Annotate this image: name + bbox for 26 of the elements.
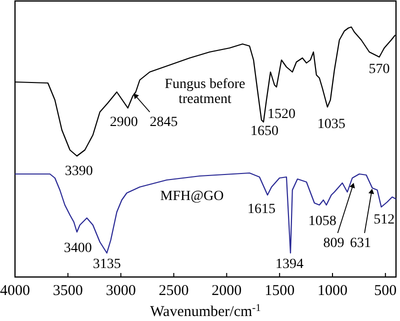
- annotation: 631: [350, 236, 372, 251]
- annotation: 3390: [64, 164, 93, 179]
- x-tick-label: 3500: [52, 283, 83, 299]
- annotation: 1520: [268, 107, 296, 122]
- annotation: 1035: [317, 117, 346, 132]
- annotation: 3400: [64, 241, 92, 256]
- x-tick-label: 2500: [158, 283, 189, 299]
- annotation: 2900: [110, 115, 138, 130]
- annotation: 512: [374, 212, 395, 228]
- annotation: 1058: [308, 214, 336, 229]
- annotation: 1615: [248, 202, 276, 217]
- x-tick-label: 1000: [318, 283, 348, 299]
- x-tick-label: 4000: [0, 283, 30, 299]
- x-tick-label: 500: [374, 283, 397, 299]
- annotation: 809: [323, 236, 344, 251]
- annotation: 570: [368, 62, 390, 77]
- x-tick-label: 2000: [212, 283, 242, 299]
- annotation: 3135: [92, 257, 121, 272]
- annotation: 1394: [275, 257, 304, 272]
- series-label: MFH@GO: [160, 189, 224, 204]
- x-tick-label: 1500: [264, 283, 295, 299]
- annotation: 2845: [150, 115, 178, 130]
- x-tick-label: 3000: [106, 283, 136, 299]
- legend-label: Fungus before treatment: [164, 77, 246, 107]
- x-axis-title: Wavenumber/cm$^{-1}$: [150, 302, 261, 320]
- annotation: 1650: [250, 124, 278, 139]
